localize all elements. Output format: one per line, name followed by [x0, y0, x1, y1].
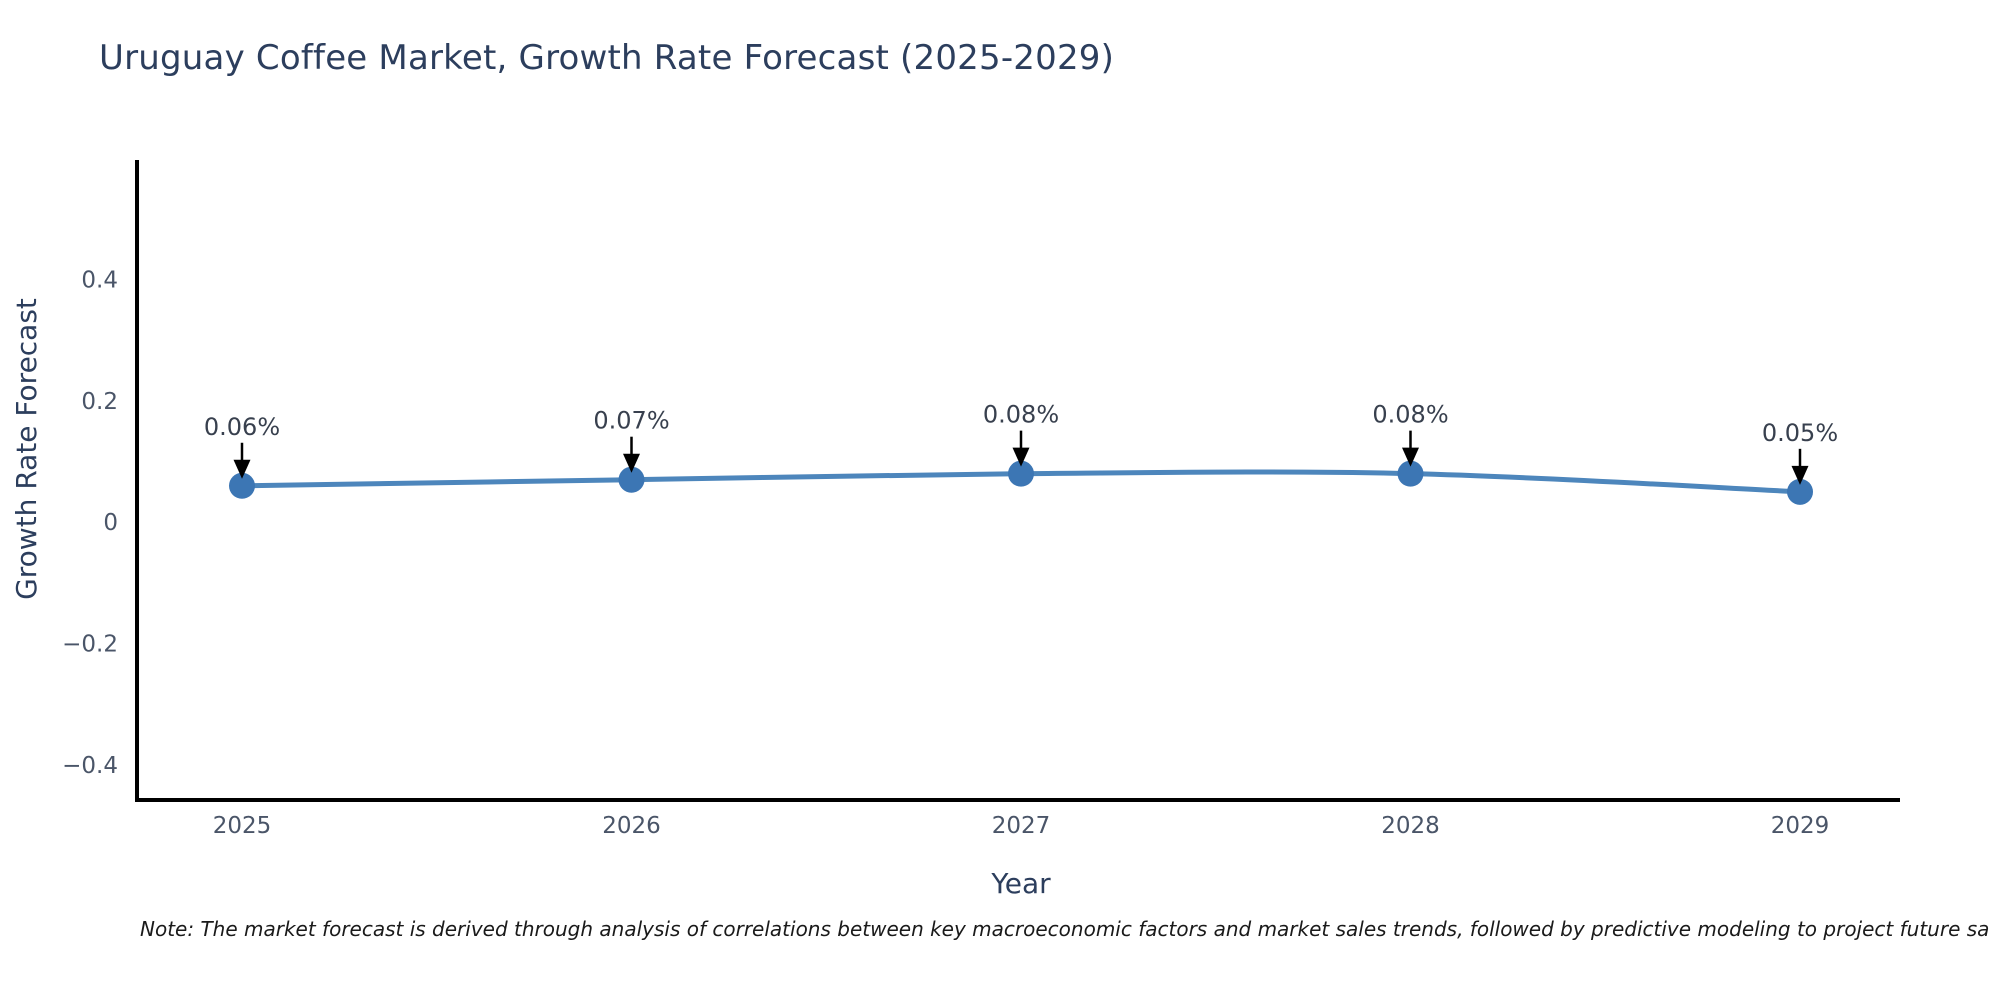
data-point-label: 0.07% [593, 407, 669, 435]
x-axis-title: Year [990, 867, 1051, 900]
y-tick-label: 0.2 [81, 389, 118, 415]
annotation-arrow-head [1791, 465, 1809, 485]
y-axis-ticks: 0.4 0.2 0 −0.2 −0.4 [62, 268, 118, 779]
data-point-marker [618, 466, 645, 493]
axes-spines [135, 160, 1900, 802]
data-point-label: 0.08% [983, 401, 1059, 429]
y-tick-label: −0.4 [62, 753, 118, 779]
x-tick-label: 2028 [1381, 813, 1440, 839]
annotation-arrow-head [233, 459, 251, 479]
footnote: Note: The market forecast is derived thr… [140, 917, 1990, 941]
data-point-label: 0.08% [1372, 401, 1448, 429]
data-point-marker [1008, 460, 1034, 487]
x-tick-label: 2025 [213, 813, 272, 839]
y-tick-label: −0.2 [62, 631, 118, 657]
data-labels: 0.06% 0.07% 0.08% 0.08% 0.05% [204, 401, 1838, 485]
x-axis-ticks: 2025 2026 2027 2028 2029 [213, 813, 1830, 839]
y-axis-title: Growth Rate Forecast [10, 298, 43, 600]
x-tick-label: 2029 [1771, 813, 1830, 839]
data-point-label: 0.05% [1762, 419, 1838, 447]
annotation-arrow-head [623, 453, 640, 473]
data-point-marker [229, 472, 255, 499]
line-series [229, 460, 1813, 505]
data-point-marker [1787, 478, 1813, 505]
annotation-arrow-head [1012, 447, 1030, 467]
chart-title: Uruguay Coffee Market, Growth Rate Forec… [99, 38, 1115, 78]
data-point-marker [1397, 460, 1424, 487]
annotation-arrow-head [1402, 447, 1419, 467]
data-point-label: 0.06% [204, 413, 280, 441]
x-tick-label: 2026 [602, 813, 661, 839]
y-tick-label: 0 [103, 510, 118, 536]
x-tick-label: 2027 [992, 813, 1051, 839]
y-tick-label: 0.4 [81, 268, 118, 294]
